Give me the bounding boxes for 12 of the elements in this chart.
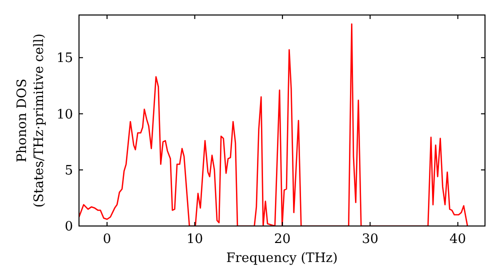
y-axis-title: Phonon DOS (States/THz·primitive cell) [15,33,47,208]
y-tick-label: 5 [64,163,73,178]
x-tick-label: 30 [362,232,378,247]
y-tick-label: 0 [64,220,73,234]
x-tick-label: 10 [186,232,204,247]
x-tick-label: 20 [274,232,291,247]
x-tick-label: 0 [102,232,112,247]
line-series [79,23,468,226]
x-tick-label: 40 [450,232,466,247]
x-axis-title: Frequency (THz) [226,251,338,266]
y-tick-label: 10 [56,107,73,122]
y-tick-label: 15 [56,51,73,66]
